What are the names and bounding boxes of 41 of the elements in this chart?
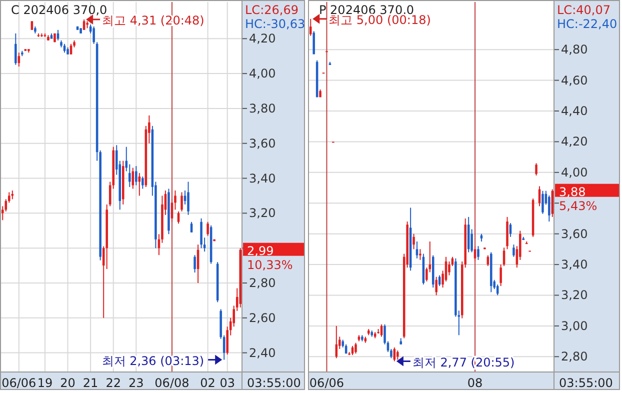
y-tick-label: 3,20 <box>561 288 588 302</box>
text: HC:-30,63 <box>245 17 306 31</box>
y-tick-label: 4,00 <box>561 165 588 180</box>
y-tick-label: 3,40 <box>249 171 276 186</box>
x-tick-label: 19 <box>37 376 53 390</box>
text: 03:55:00 <box>247 376 301 390</box>
text: 5,43% <box>559 198 598 213</box>
text: 2,99 <box>247 244 274 258</box>
x-tick-label: 21 <box>82 376 98 390</box>
y-tick-label: 4,00 <box>249 66 276 81</box>
text: 03:55:00 <box>559 376 613 390</box>
x-tick-label: 03 <box>220 376 235 390</box>
text: HC:-22,40 <box>557 17 618 31</box>
text: 3,88 <box>559 184 586 199</box>
y-tick-label: 3,80 <box>249 101 276 116</box>
x-tick-label: 02 <box>200 376 216 390</box>
y-tick-label: 2,80 <box>561 350 588 364</box>
y-tick-label: 3,20 <box>249 206 276 220</box>
y-tick-label: 3,60 <box>249 136 276 150</box>
x-tick-label: 08 <box>467 376 483 390</box>
x-tick-label: 06/08 <box>154 376 190 390</box>
x-tick-label: 22 <box>106 376 121 390</box>
x-tick-label: 20 <box>60 376 76 390</box>
y-tick-label: 4,60 <box>561 73 588 88</box>
x-tick-label: 06/06 <box>309 376 344 390</box>
y-tick-label: 3,00 <box>561 318 588 333</box>
y-tick-label: 3,60 <box>561 226 588 241</box>
y-tick-label: 4,20 <box>561 134 588 149</box>
y-tick-label: 4,80 <box>561 42 588 57</box>
y-tick-label: 3,40 <box>561 258 588 272</box>
y-tick-label: 2,60 <box>249 310 276 325</box>
text: 10,33% <box>247 258 293 272</box>
y-tick-label: 2,40 <box>249 346 276 360</box>
text: LC:40,07 <box>557 3 610 17</box>
y-tick-label: 4,40 <box>561 104 588 118</box>
y-tick-label: 2,80 <box>249 276 276 290</box>
y-tick-label: 4,20 <box>249 32 276 46</box>
x-tick-label: 23 <box>128 376 144 390</box>
text: LC:26,69 <box>245 3 298 17</box>
x-tick-label: 06/06 <box>2 376 36 390</box>
chart-title: C 202406 370,0 <box>11 3 108 17</box>
